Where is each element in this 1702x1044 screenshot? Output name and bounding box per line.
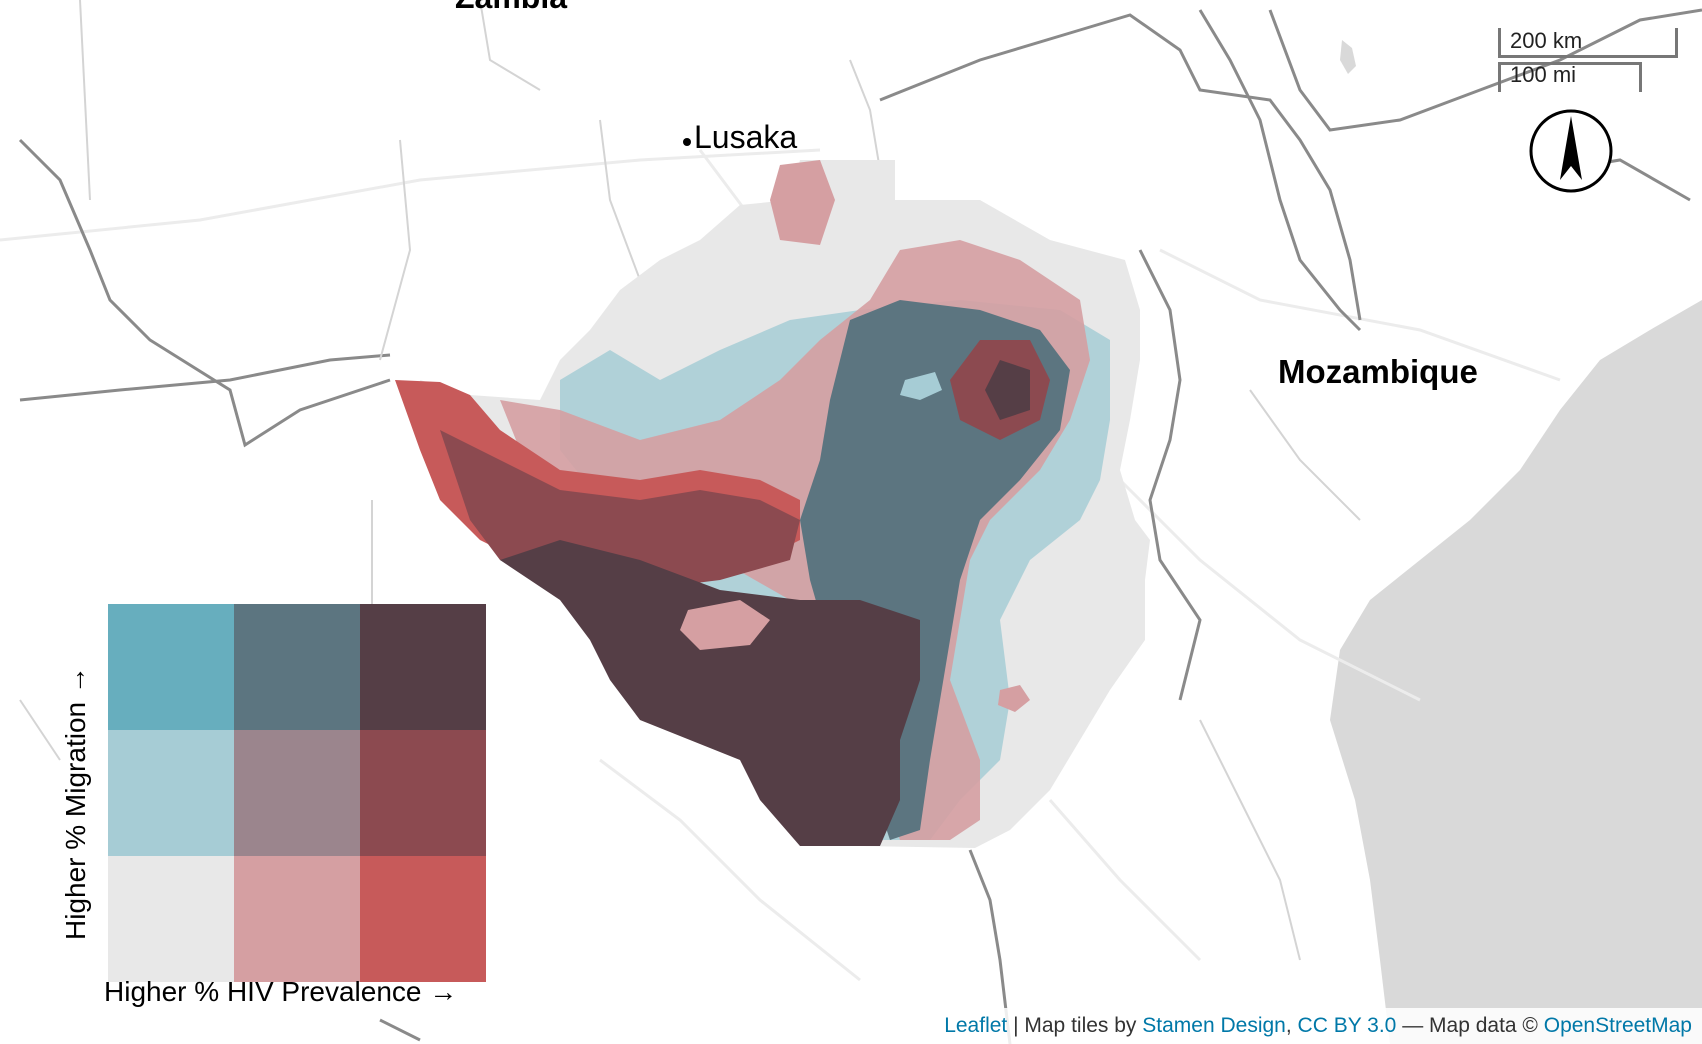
north-arrow-icon xyxy=(1529,109,1613,193)
scale-label-metric: 200 km xyxy=(1510,28,1583,53)
indian-ocean xyxy=(1330,300,1702,1044)
attribution-text-1: | Map tiles by xyxy=(1007,1014,1143,1037)
attribution-comma: , xyxy=(1285,1014,1298,1037)
legend-cell-r2-c1 xyxy=(234,856,360,982)
scale-bar-imperial: 100 mi xyxy=(1498,58,1678,92)
link-license[interactable]: CC BY 3.0 xyxy=(1297,1014,1397,1037)
scale-bar-metric: 200 km xyxy=(1498,24,1678,58)
legend-cell-r1-c2 xyxy=(360,730,486,856)
scale-label-imperial: 100 mi xyxy=(1510,62,1577,87)
scale-line-metric xyxy=(1498,28,1678,58)
province-borders xyxy=(19,0,1361,961)
legend-cell-r2-c0 xyxy=(108,856,234,982)
legend-cell-r2-c2 xyxy=(360,856,486,982)
legend-cell-r0-c1 xyxy=(234,604,360,730)
legend-cell-r1-c1 xyxy=(234,730,360,856)
label-zambia: Zambia xyxy=(455,0,567,15)
bivariate-choropleth-zimbabwe[interactable] xyxy=(395,160,1150,848)
map-attribution: Leaflet | Map tiles by Stamen Design, CC… xyxy=(936,1008,1702,1044)
legend-cell-r1-c0 xyxy=(108,730,234,856)
attribution-text-2: — Map data © xyxy=(1396,1014,1544,1037)
country-borders xyxy=(18,8,1702,1044)
scale-line-imperial xyxy=(1498,62,1642,92)
region-small-pink[interactable] xyxy=(998,685,1030,712)
legend-x-axis-label: Higher % HIV Prevalence → xyxy=(104,976,458,1007)
region-lake-kariba[interactable] xyxy=(680,600,770,650)
link-stamen[interactable]: Stamen Design xyxy=(1142,1014,1286,1037)
region-high-high-ne-core[interactable] xyxy=(985,360,1030,420)
lake-malawi xyxy=(1340,40,1356,74)
legend-y-axis-label: Higher % Migration → xyxy=(60,666,91,940)
label-mozambique: Mozambique xyxy=(1278,353,1478,390)
label-lusaka: Lusaka xyxy=(694,119,797,155)
link-osm[interactable]: OpenStreetMap xyxy=(1543,1014,1692,1037)
city-dot-lusaka xyxy=(683,138,691,146)
legend-cell-r0-c0 xyxy=(108,604,234,730)
legend-cell-r0-c2 xyxy=(360,604,486,730)
link-leaflet[interactable]: Leaflet xyxy=(944,1014,1008,1037)
bivariate-legend xyxy=(108,604,486,982)
region-low-migration-mid-hiv[interactable] xyxy=(770,160,835,245)
region-small-low[interactable] xyxy=(900,372,942,400)
scale-bar: 200 km 100 mi xyxy=(1498,24,1678,92)
roads xyxy=(0,148,1561,982)
region-high-high[interactable] xyxy=(500,540,920,846)
